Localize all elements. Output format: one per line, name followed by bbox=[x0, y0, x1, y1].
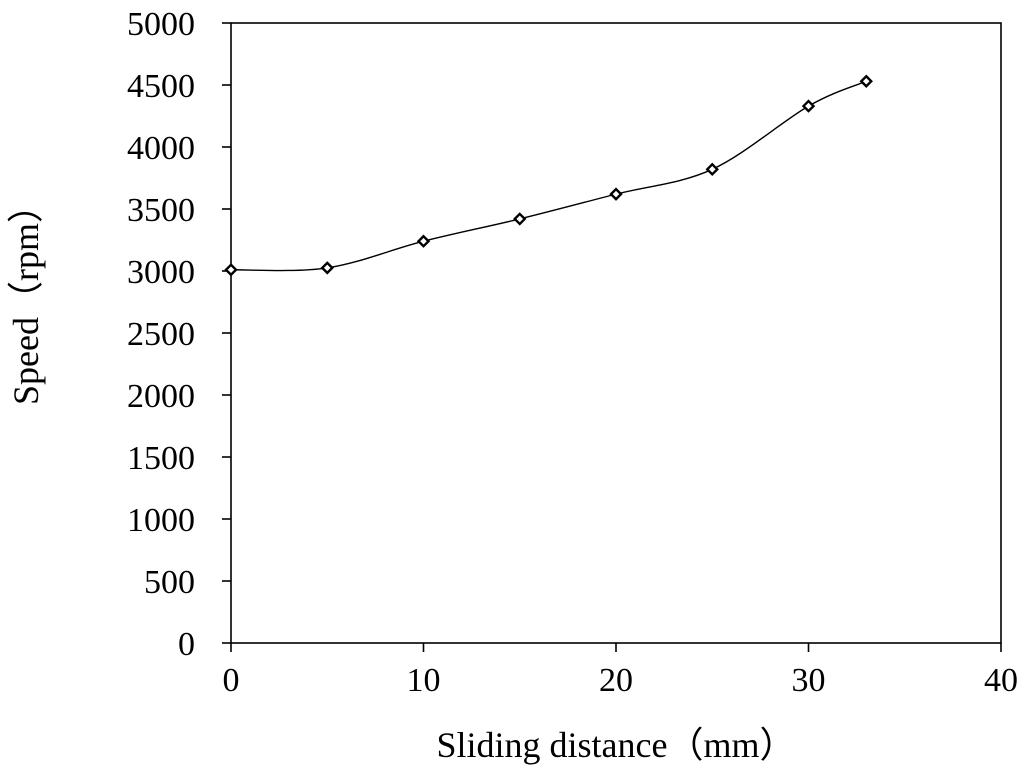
y-tick-label: 1500 bbox=[127, 440, 195, 477]
y-tick-label: 3000 bbox=[127, 254, 195, 291]
x-tick-label: 10 bbox=[407, 662, 441, 699]
y-tick-label: 1000 bbox=[127, 502, 195, 539]
data-point-marker bbox=[705, 162, 719, 177]
x-tick-label: 40 bbox=[984, 662, 1018, 699]
y-axis: 0 500 1000 1500 2000 2500 3000 3500 4000 4500 5000 bbox=[127, 6, 231, 663]
plot-area-frame bbox=[230, 22, 1002, 644]
x-tick-label: 0 bbox=[223, 662, 240, 699]
series-group bbox=[224, 74, 873, 277]
x-axis-title: Sliding distance（mm） bbox=[437, 725, 796, 765]
data-point-marker bbox=[801, 99, 816, 113]
y-axis-title: Speed（rpm） bbox=[6, 187, 46, 405]
data-point-marker bbox=[513, 212, 527, 226]
y-tick-label: 500 bbox=[144, 564, 195, 601]
x-axis: 0 10 20 30 40 bbox=[223, 643, 1018, 699]
data-point-marker bbox=[320, 261, 334, 275]
y-tick-label: 4000 bbox=[127, 130, 195, 167]
y-tick-label: 2000 bbox=[127, 378, 195, 415]
data-point-marker bbox=[224, 263, 238, 277]
data-point-marker bbox=[859, 74, 873, 88]
y-tick-label: 3500 bbox=[127, 192, 195, 229]
y-tick-label: 0 bbox=[178, 626, 195, 663]
y-tick-label: 2500 bbox=[127, 316, 195, 353]
y-tick-label: 5000 bbox=[127, 6, 195, 43]
data-point-marker bbox=[416, 234, 431, 248]
x-tick-label: 20 bbox=[599, 662, 633, 699]
y-tick-label: 4500 bbox=[127, 68, 195, 105]
x-tick-label: 30 bbox=[792, 662, 826, 699]
data-point-marker bbox=[609, 187, 623, 201]
series-line bbox=[230, 80, 867, 272]
